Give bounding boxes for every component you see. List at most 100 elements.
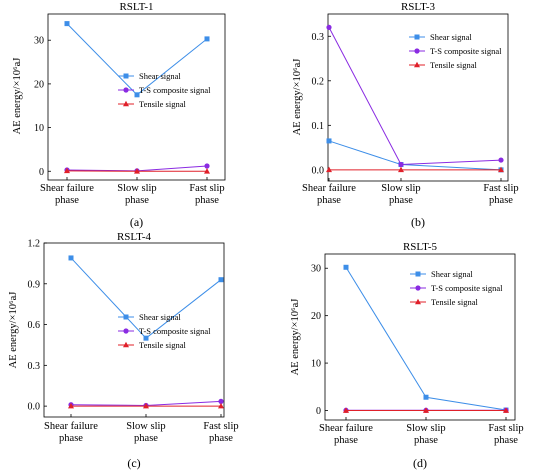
data-point-shear-signal bbox=[68, 255, 74, 261]
legend-swatch-marker bbox=[123, 100, 129, 107]
legend-label: Shear signal bbox=[139, 71, 181, 81]
data-point-tensile-signal bbox=[423, 407, 429, 413]
legend-swatch-marker bbox=[123, 314, 129, 320]
legend-entry-tensile-signal: Tensile signal bbox=[118, 99, 186, 109]
legend-swatch-marker bbox=[415, 298, 421, 305]
y-tick-label: 0 bbox=[316, 406, 321, 417]
chart-title: RSLT-4 bbox=[117, 231, 152, 243]
data-point-shear-signal bbox=[343, 264, 349, 270]
x-tick-label: Fast slip phase bbox=[488, 423, 523, 446]
x-tick-label: Slow slip phase bbox=[406, 423, 445, 446]
legend-swatch-marker bbox=[414, 61, 420, 68]
legend-entry-shear-signal: Shear signal bbox=[409, 32, 472, 42]
legend-entry-ts-composite-signal: T-S composite signal bbox=[118, 326, 211, 336]
panel-label: (a) bbox=[130, 215, 143, 229]
y-axis-label: AE energy/×10⁶aJ bbox=[290, 299, 301, 376]
legend-swatch-marker bbox=[414, 34, 420, 40]
panel-label: (c) bbox=[127, 456, 140, 470]
legend-label: Shear signal bbox=[139, 312, 181, 322]
data-point-shear-signal bbox=[218, 277, 224, 283]
data-point-tensile-signal bbox=[218, 402, 224, 409]
data-point-ts-composite-signal bbox=[204, 163, 210, 169]
legend-label: T-S composite signal bbox=[139, 85, 211, 95]
plot-frame bbox=[47, 13, 226, 181]
x-tick-label: Slow slip phase bbox=[117, 183, 156, 206]
chart-panel-1: RSLT-1 0 10 20 30 AE energy/×10⁶aJ Shear failu… bbox=[12, 1, 226, 229]
series-line-shear-signal bbox=[328, 140, 502, 171]
y-tick-label: 20 bbox=[311, 311, 321, 322]
legend-entry-ts-composite-signal: T-S composite signal bbox=[409, 46, 502, 56]
y-tick-label: 20 bbox=[34, 79, 44, 90]
y-tick-label: 1.2 bbox=[28, 239, 41, 250]
legend-label: Tensile signal bbox=[139, 340, 186, 350]
legend-entry-shear-signal: Shear signal bbox=[118, 71, 181, 81]
legend-label: T-S composite signal bbox=[431, 283, 503, 293]
x-tick-label: Fast slip phase bbox=[189, 183, 224, 206]
chart-title: RSLT-5 bbox=[403, 241, 438, 253]
data-point-ts-composite-signal bbox=[498, 157, 504, 163]
panel-label: (b) bbox=[411, 215, 425, 229]
y-tick-label: 10 bbox=[311, 359, 321, 370]
legend-label: Tensile signal bbox=[430, 60, 477, 70]
legend-entry-tensile-signal: Tensile signal bbox=[409, 60, 477, 70]
y-tick-label: 0.6 bbox=[28, 320, 41, 331]
y-tick-label: 0.3 bbox=[28, 361, 41, 372]
y-tick-label: 30 bbox=[34, 36, 44, 47]
data-point-tensile-signal bbox=[343, 407, 349, 413]
plot-frame bbox=[324, 253, 516, 421]
chart-panel-4: RSLT-5 0 10 20 30 AE energy/×10⁶aJ Shear failu… bbox=[290, 241, 524, 470]
data-point-tensile-signal bbox=[503, 407, 509, 413]
legend-entry-ts-composite-signal: T-S composite signal bbox=[410, 283, 503, 293]
panel-label: (d) bbox=[413, 456, 427, 470]
legend-entry-tensile-signal: Tensile signal bbox=[410, 297, 478, 307]
data-point-tensile-signal bbox=[498, 166, 504, 173]
chart-title: RSLT-3 bbox=[401, 1, 436, 13]
legend-swatch-marker bbox=[123, 328, 129, 334]
legend-label: Shear signal bbox=[431, 269, 473, 279]
y-tick-label: 0.3 bbox=[312, 32, 325, 43]
x-tick-label: Shear failure phase bbox=[44, 421, 98, 444]
plot-frame bbox=[327, 13, 509, 182]
y-tick-label: 30 bbox=[311, 264, 321, 275]
x-tick-label: Fast slip phase bbox=[483, 183, 518, 206]
y-tick-label: 10 bbox=[34, 123, 44, 134]
x-tick-label: Shear failure phase bbox=[319, 423, 373, 446]
data-point-shear-signal bbox=[134, 92, 140, 98]
data-point-ts-composite-signal bbox=[326, 24, 332, 30]
chart-title: RSLT-1 bbox=[119, 1, 153, 13]
data-point-tensile-signal bbox=[134, 168, 140, 174]
legend-entry-shear-signal: Shear signal bbox=[410, 269, 473, 279]
y-tick-label: 0.0 bbox=[312, 165, 325, 176]
data-point-tensile-signal bbox=[68, 402, 74, 409]
data-point-shear-signal bbox=[204, 36, 210, 42]
y-tick-label: 0 bbox=[39, 167, 44, 178]
data-point-tensile-signal bbox=[64, 167, 70, 174]
data-point-shear-signal bbox=[326, 138, 332, 144]
legend-swatch-marker bbox=[414, 48, 420, 54]
legend-label: Tensile signal bbox=[431, 297, 478, 307]
y-axis-label: AE energy/×10⁶aJ bbox=[12, 58, 23, 135]
y-tick-label: 0.0 bbox=[28, 402, 41, 413]
legend-label: T-S composite signal bbox=[139, 326, 211, 336]
chart-panel-3: RSLT-4 0.0 0.3 0.6 0.9 1.2 AE energy/×10⁶aJ She… bbox=[8, 231, 239, 470]
plot-frame bbox=[43, 242, 225, 418]
data-point-shear-signal bbox=[143, 335, 149, 341]
data-point-tensile-signal bbox=[398, 166, 404, 173]
legend-swatch-marker bbox=[123, 73, 129, 79]
legend-swatch-marker bbox=[123, 87, 129, 93]
legend-swatch-marker bbox=[415, 271, 421, 277]
legend-label: Tensile signal bbox=[139, 99, 186, 109]
x-tick-label: Fast slip phase bbox=[203, 421, 238, 444]
chart-panel-2: RSLT-3 0.0 0.1 0.2 0.3 AE energy/×10⁶aJ Shear … bbox=[292, 1, 519, 229]
x-tick-label: Slow slip phase bbox=[126, 421, 165, 444]
x-tick-label: Shear failure phase bbox=[302, 183, 356, 206]
data-point-ts-composite-signal bbox=[218, 398, 224, 404]
legend-label: Shear signal bbox=[430, 32, 472, 42]
legend-swatch-marker bbox=[415, 285, 421, 291]
data-point-tensile-signal bbox=[204, 168, 210, 174]
legend-entry-tensile-signal: Tensile signal bbox=[118, 340, 186, 350]
y-tick-label: 0.1 bbox=[312, 121, 325, 132]
legend-label: T-S composite signal bbox=[430, 46, 502, 56]
data-point-shear-signal bbox=[64, 21, 70, 27]
